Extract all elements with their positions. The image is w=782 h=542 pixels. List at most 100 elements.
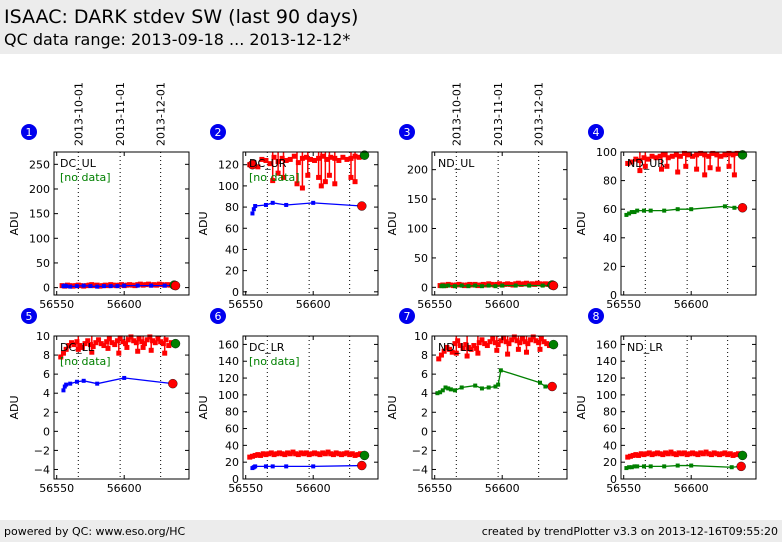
series-point (465, 344, 471, 350)
series-point (475, 350, 481, 356)
highlight-marker (170, 280, 181, 291)
series-point (105, 345, 111, 351)
series-line (252, 464, 362, 469)
series-point (309, 451, 315, 457)
series-point (641, 464, 646, 469)
series-point (290, 449, 296, 455)
series-point (108, 284, 113, 289)
series-point (471, 343, 477, 349)
series-point (686, 152, 691, 158)
series-point (635, 208, 640, 213)
series-point (61, 388, 66, 393)
series-point (629, 210, 634, 215)
series-point (318, 183, 324, 189)
x-tick-label: 56600 (107, 482, 142, 495)
series-point (714, 152, 720, 158)
panel-badge (588, 308, 604, 324)
plot-frame (53, 151, 190, 296)
series-point (711, 450, 717, 456)
series-point (665, 451, 671, 457)
series-point (536, 340, 542, 346)
series-point (251, 207, 256, 212)
panel-title: ND_UR (627, 157, 665, 170)
x-tick-label: 56550 (417, 298, 452, 311)
series-point (336, 451, 342, 457)
series-point (279, 155, 285, 161)
series-point (149, 283, 154, 288)
series-point (284, 202, 289, 207)
series-point (498, 368, 503, 373)
y-tick-label: 250 (29, 158, 50, 171)
series-point (673, 152, 679, 158)
series-point (328, 451, 334, 457)
series-point (87, 342, 93, 348)
series-point (268, 450, 274, 456)
no-data-note: [no data] (249, 355, 300, 368)
series-point (654, 450, 660, 456)
series-point (81, 378, 86, 383)
series-point (88, 284, 93, 289)
y-tick-label: 0 (610, 473, 617, 486)
series-point (694, 166, 700, 172)
highlight-marker (548, 339, 559, 350)
x-tick-label: 56600 (485, 298, 520, 311)
series-point (283, 157, 289, 163)
series-point (306, 452, 312, 458)
series-point (314, 451, 320, 457)
x-tick-label: 56550 (228, 482, 263, 495)
series-point (684, 452, 690, 458)
series-point (629, 159, 635, 165)
panel-number: 7 (404, 310, 411, 323)
series-point (294, 181, 300, 187)
series-point (276, 450, 282, 456)
series-point (163, 337, 169, 343)
series-point (308, 156, 313, 162)
series-point (505, 351, 511, 357)
series-point (125, 337, 131, 343)
series-point (95, 381, 100, 386)
y-tick-label: −2 (34, 444, 50, 457)
highlight-marker (547, 381, 557, 392)
series-point (459, 385, 464, 390)
series-point (482, 341, 488, 347)
series-point (528, 337, 534, 343)
panel-badge (210, 308, 226, 324)
series-point (77, 343, 83, 349)
y-tick-label: 200 (29, 183, 50, 196)
series-point (112, 342, 118, 348)
series-point (446, 386, 451, 391)
series-point (732, 205, 737, 210)
series-point (320, 153, 326, 159)
panel-badge (399, 308, 415, 324)
series-point (725, 452, 731, 458)
y-tick-label: 60 (603, 423, 617, 436)
highlight-marker (737, 150, 748, 160)
y-tick-label: −2 (412, 444, 428, 457)
series-point (299, 185, 305, 191)
series-point (128, 334, 134, 340)
series-point (509, 337, 515, 343)
series-point (64, 382, 69, 387)
series-point (511, 334, 517, 340)
series-point (722, 204, 727, 209)
series-point (534, 280, 540, 286)
panel-number: 3 (404, 126, 411, 139)
plot-frame (431, 335, 568, 480)
series-point (71, 342, 77, 348)
series-point (675, 207, 680, 212)
series-point (663, 450, 669, 456)
series-point (637, 168, 643, 174)
series-point (624, 466, 629, 471)
y-tick-label: 140 (596, 355, 617, 368)
series-point (494, 347, 500, 353)
series-point (537, 281, 543, 287)
y-tick-label: 100 (29, 232, 50, 245)
highlight-marker (357, 460, 367, 471)
series-point (324, 156, 330, 162)
series-point (515, 346, 521, 352)
series-point (275, 170, 281, 176)
series-point (706, 451, 712, 457)
series-point (162, 283, 167, 288)
